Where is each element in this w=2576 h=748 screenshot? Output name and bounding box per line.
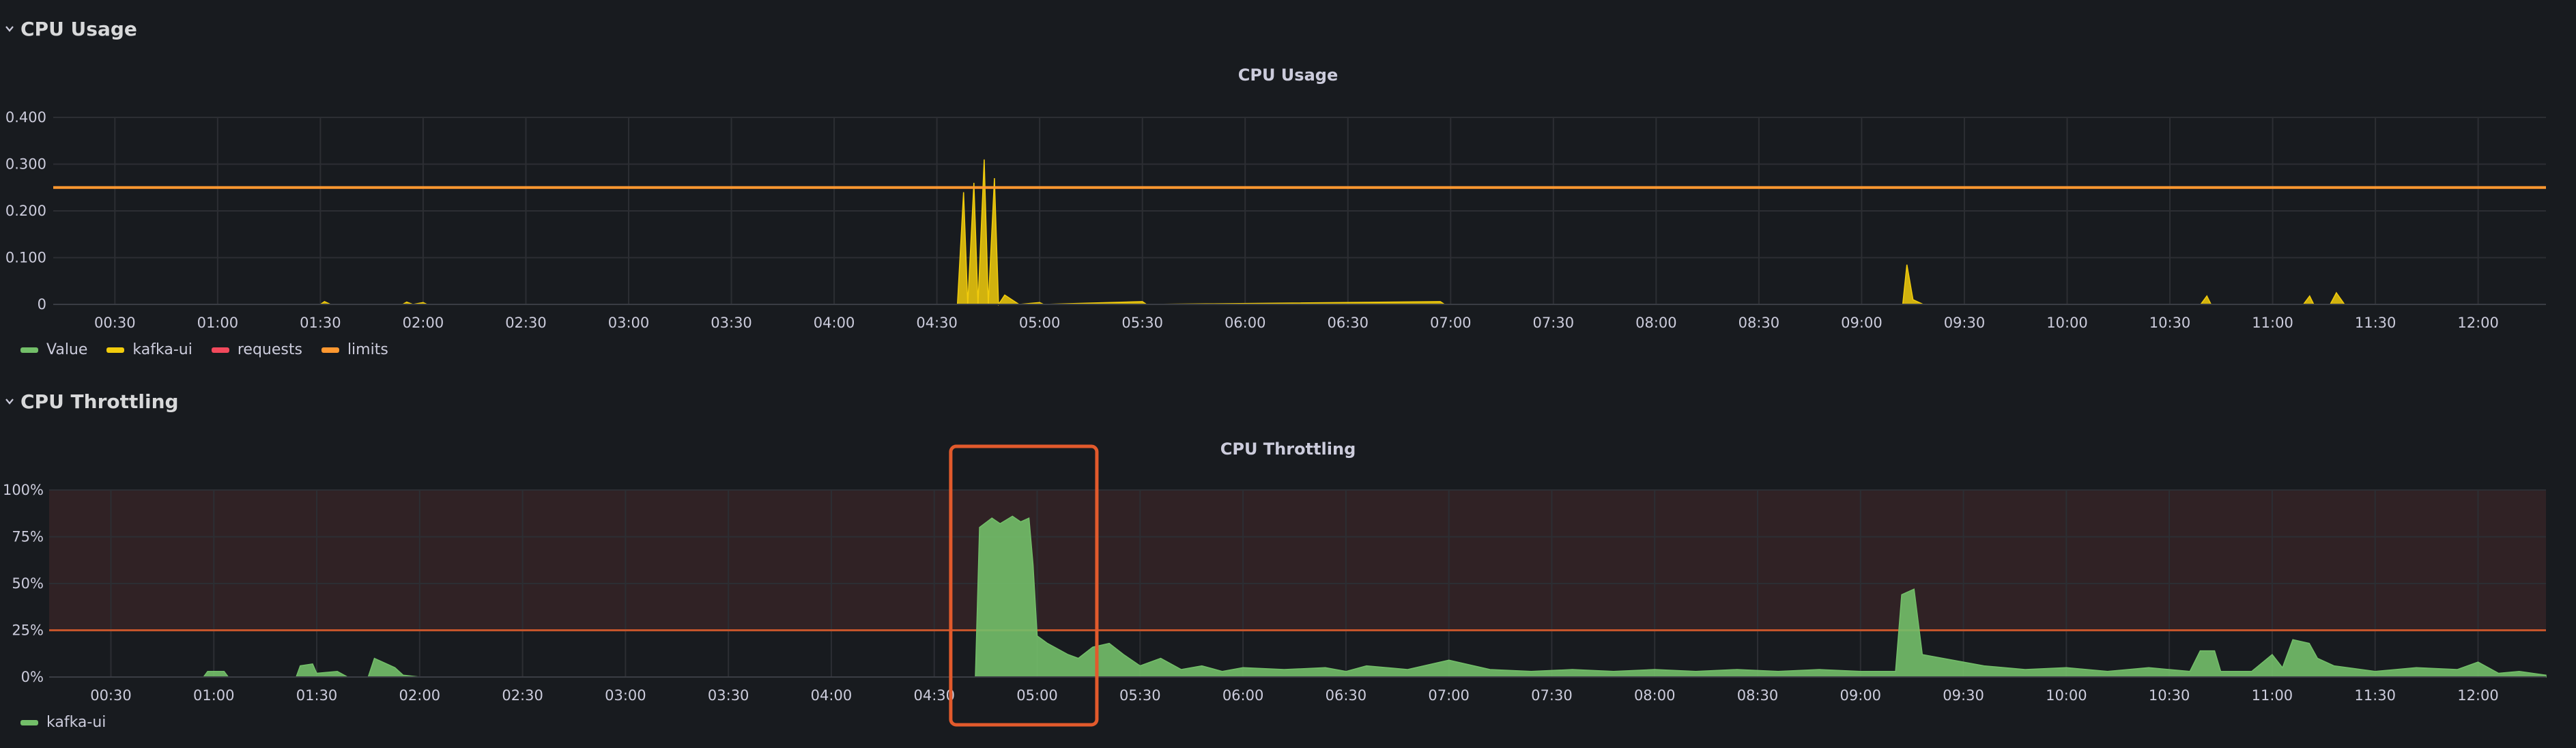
x-tick-label: 08:00	[1635, 315, 1677, 331]
y-tick-label: 0.200	[5, 203, 46, 219]
x-tick-label: 11:00	[2252, 315, 2293, 331]
x-tick-label: 04:00	[814, 315, 855, 331]
legend-label: limits	[347, 341, 388, 358]
x-tick-label: 06:30	[1327, 315, 1369, 331]
x-tick-label: 08:00	[1634, 687, 1676, 704]
x-tick-label: 02:30	[505, 315, 547, 331]
panel-title: CPU Usage	[1237, 66, 1339, 85]
x-tick-label: 03:30	[708, 687, 749, 704]
row-title: CPU Usage	[20, 17, 137, 40]
x-tick-label: 04:30	[913, 687, 955, 704]
x-tick-label: 05:00	[1016, 687, 1058, 704]
y-tick-label: 0%	[21, 669, 44, 685]
x-tick-label: 01:00	[197, 315, 239, 331]
legend-swatch	[211, 347, 229, 353]
legend-item[interactable]: kafka-ui	[106, 341, 192, 358]
legend-swatch	[106, 347, 125, 353]
panel-title: CPU Throttling	[1220, 440, 1356, 459]
y-tick-label: 0.300	[5, 156, 46, 173]
legend: kafka-ui	[20, 714, 106, 731]
x-tick-label: 06:00	[1222, 687, 1264, 704]
series-kafka-ui-area	[53, 159, 2546, 306]
x-tick-label: 10:30	[2149, 687, 2190, 704]
legend-item[interactable]: limits	[321, 341, 388, 358]
y-tick-label: 50%	[12, 575, 44, 592]
series-kafka-ui-area	[49, 515, 2547, 678]
y-tick-label: 0	[38, 296, 46, 313]
row-title: CPU Throttling	[20, 390, 179, 413]
chevron-down-icon[interactable]	[4, 23, 15, 34]
cpu-throttling-chart: 0% 25% 50% 75% 100% 00:30 01:00 01:30 02:00 02:30…	[3, 444, 2547, 727]
legend-label: kafka-ui	[46, 714, 106, 731]
x-tick-label: 03:00	[608, 315, 650, 331]
row-header-cpu-throttling[interactable]: CPU Throttling	[0, 373, 2576, 430]
x-tick-label: 12:00	[2457, 315, 2499, 331]
x-tick-label: 06:30	[1326, 687, 1367, 704]
x-tick-label: 05:30	[1119, 687, 1161, 704]
x-tick-label: 10:00	[2046, 315, 2088, 331]
legend-label: requests	[237, 341, 302, 358]
y-tick-label: 75%	[12, 529, 44, 545]
x-tick-label: 01:30	[300, 315, 341, 331]
x-tick-label: 01:30	[296, 687, 338, 704]
panel-cpu-throttling: CPU Throttling 0% 25% 50% 75% 100% 00:30 01:00…	[0, 430, 2576, 748]
x-tick-label: 10:30	[2149, 315, 2191, 331]
x-tick-label: 02:30	[502, 687, 543, 704]
x-tick-label: 08:30	[1738, 315, 1780, 331]
y-tick-label: 0.400	[5, 109, 46, 126]
y-tick-label: 25%	[12, 622, 44, 639]
x-tick-label: 04:30	[916, 315, 958, 331]
x-tick-label: 05:00	[1019, 315, 1061, 331]
x-tick-label: 11:00	[2252, 687, 2293, 704]
highlight-box	[949, 444, 1099, 727]
legend-swatch	[20, 347, 38, 353]
legend: Value kafka-ui requests limits	[20, 341, 388, 358]
x-tick-label: 09:30	[1943, 687, 1984, 704]
legend-item[interactable]: kafka-ui	[20, 714, 106, 731]
legend-swatch	[321, 347, 339, 353]
x-tick-label: 07:30	[1533, 315, 1575, 331]
x-tick-label: 01:00	[193, 687, 235, 704]
legend-label: Value	[46, 341, 88, 358]
x-tick-label: 07:00	[1430, 315, 1472, 331]
threshold-region	[49, 490, 2546, 631]
x-tick-label: 05:30	[1121, 315, 1163, 331]
x-tick-label: 12:00	[2457, 687, 2499, 704]
x-tick-label: 02:00	[399, 687, 441, 704]
x-tick-label: 08:30	[1737, 687, 1779, 704]
x-tick-label: 07:30	[1531, 687, 1573, 704]
x-tick-label: 00:30	[94, 315, 136, 331]
panel-cpu-usage: CPU Usage 0 0.100 0.200 0.300 0.400 00:30 01:0…	[0, 57, 2576, 373]
x-tick-label: 06:00	[1225, 315, 1266, 331]
x-tick-label: 07:00	[1428, 687, 1470, 704]
x-tick-label: 11:30	[2355, 315, 2396, 331]
chevron-down-icon[interactable]	[4, 396, 15, 407]
y-tick-label: 0.100	[5, 250, 46, 266]
legend-label: kafka-ui	[132, 341, 192, 358]
x-tick-label: 11:30	[2354, 687, 2396, 704]
x-tick-label: 00:30	[90, 687, 132, 704]
x-tick-label: 04:00	[811, 687, 853, 704]
legend-swatch	[20, 719, 38, 725]
legend-item[interactable]: Value	[20, 341, 87, 358]
x-tick-label: 09:00	[1840, 687, 1882, 704]
x-tick-label: 09:00	[1841, 315, 1883, 331]
legend-item[interactable]: requests	[211, 341, 302, 358]
x-tick-label: 09:30	[1944, 315, 1986, 331]
x-tick-label: 10:00	[2046, 687, 2087, 704]
cpu-usage-chart: 0 0.100 0.200 0.300 0.400 00:30 01:00 01:30 02:0…	[5, 109, 2546, 331]
x-tick-label: 02:00	[403, 315, 444, 331]
y-tick-label: 100%	[3, 482, 44, 498]
x-tick-label: 03:30	[711, 315, 752, 331]
row-header-cpu-usage[interactable]: CPU Usage	[0, 0, 2576, 57]
x-tick-label: 03:00	[605, 687, 646, 704]
